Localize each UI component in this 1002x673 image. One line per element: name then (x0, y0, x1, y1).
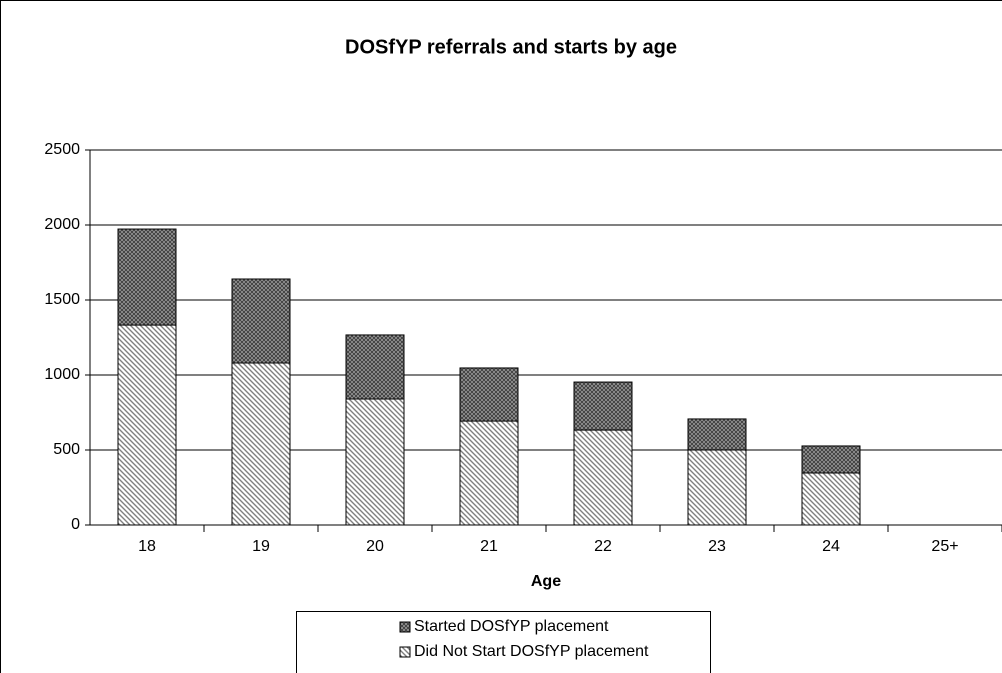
y-tick-label: 1500 (44, 291, 80, 308)
bar-segment (117, 324, 177, 526)
x-axis-label: Age (531, 573, 561, 590)
bar-segment (687, 449, 747, 526)
bar-segment (573, 381, 633, 431)
bar-segment (345, 334, 405, 400)
bar-segment (231, 278, 291, 364)
bar-segment (573, 429, 633, 526)
x-tick-label: 20 (366, 538, 384, 555)
bar-segment (801, 445, 861, 474)
y-tick-label: 500 (53, 441, 80, 458)
x-tick-label: 19 (252, 538, 270, 555)
y-tick-label: 0 (71, 516, 80, 533)
legend-label: Started DOSfYP placement (414, 618, 609, 635)
legend (296, 611, 711, 673)
chart-title: DOSfYP referrals and starts by age (345, 36, 677, 58)
legend-swatch (399, 621, 411, 633)
x-tick-label: 23 (708, 538, 726, 555)
bar-segment (459, 367, 519, 422)
x-tick-label: 18 (138, 538, 156, 555)
bar-segment (459, 420, 519, 526)
bar-segment (231, 362, 291, 526)
x-tick-label: 22 (594, 538, 612, 555)
bar-segment (345, 398, 405, 526)
y-tick-label: 2000 (44, 216, 80, 233)
x-tick-label: 25+ (931, 538, 958, 555)
y-tick-label: 1000 (44, 366, 80, 383)
legend-label: Did Not Start DOSfYP placement (414, 643, 649, 660)
x-tick-label: 24 (822, 538, 840, 555)
legend-swatch (399, 646, 411, 658)
bar-segment (801, 472, 861, 526)
bar-segment (117, 228, 177, 326)
bar-segment (687, 418, 747, 451)
y-tick-label: 2500 (44, 141, 80, 158)
x-tick-label: 21 (480, 538, 498, 555)
